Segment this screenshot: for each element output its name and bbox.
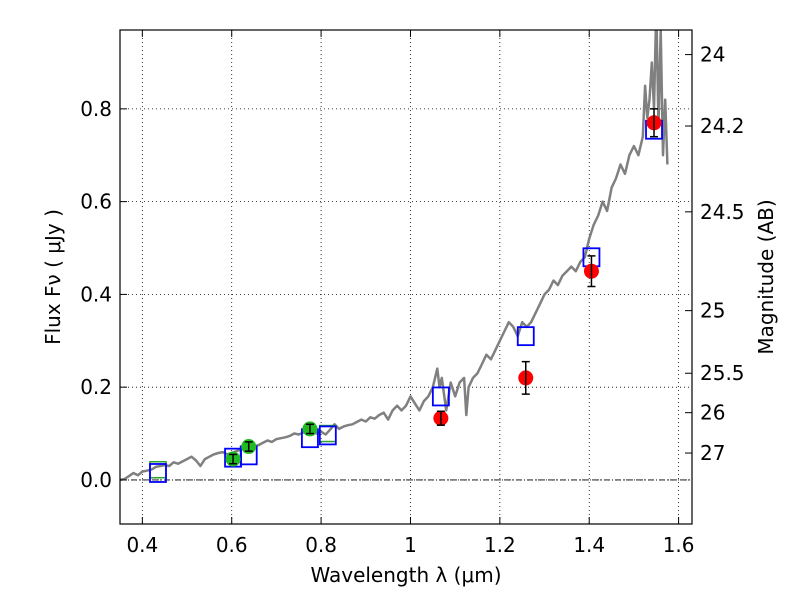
x-tick-label: 1.4 <box>573 533 605 557</box>
right-tick-label: 24.2 <box>700 114 745 138</box>
model-photometry-marker <box>149 463 167 483</box>
right-tick-label: 24 <box>700 43 725 67</box>
y-tick-label: 0.2 <box>80 375 112 399</box>
right-axis-label: Magnitude (AB) <box>754 199 778 354</box>
y-tick-label: 0.0 <box>80 468 112 492</box>
y-axis-ticks: 0.0 0.2 0.4 0.6 0.8 <box>80 97 127 492</box>
x-tick-label: 0.6 <box>216 533 248 557</box>
right-tick-label: 26 <box>700 401 725 425</box>
x-tick-label: 1 <box>404 533 417 557</box>
y-tick-label: 0.6 <box>80 190 112 214</box>
model-photometry-marker <box>318 425 337 446</box>
right-tick-label: 25 <box>700 299 725 323</box>
model-photometry-marker <box>516 326 535 347</box>
right-tick-label: 27 <box>700 441 725 465</box>
y-tick-label: 0.8 <box>80 97 112 121</box>
plot-frame <box>119 29 693 525</box>
right-tick-label: 25.5 <box>700 361 745 385</box>
model-spectrum-group <box>120 30 669 482</box>
x-tick-label: 1.6 <box>663 533 695 557</box>
x-tick-label: 0.4 <box>126 533 158 557</box>
x-axis-label: Wavelength λ (μm) <box>310 563 501 587</box>
model-spectrum-line <box>120 30 669 482</box>
observed-points-group <box>225 108 662 467</box>
right-tick-label: 24.5 <box>700 200 745 224</box>
y-axis-label: Flux Fν ( μJy ) <box>41 209 65 345</box>
y-tick-label: 0.4 <box>80 282 112 306</box>
x-tick-label: 0.8 <box>305 533 337 557</box>
x-tick-label: 1.2 <box>484 533 516 557</box>
x-axis-ticks: 0.4 0.6 0.8 1 1.2 1.4 1.6 <box>126 30 695 557</box>
model-photometry-marker <box>431 386 450 407</box>
right-axis-ticks: 24 24.2 24.5 25 25.5 26 27 <box>685 43 745 465</box>
